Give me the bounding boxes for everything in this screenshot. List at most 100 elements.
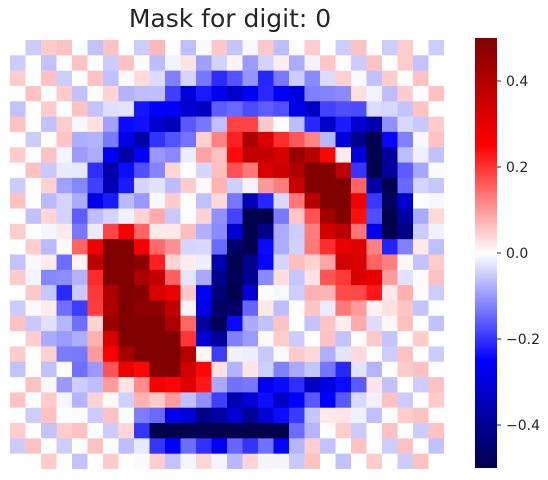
heatmap-cell: [366, 361, 383, 378]
heatmap-cell: [87, 438, 104, 455]
heatmap-cell: [211, 315, 228, 332]
heatmap-cell: [242, 453, 259, 469]
heatmap-cell: [118, 223, 135, 240]
heatmap-cell: [413, 70, 429, 87]
heatmap-cell: [118, 361, 135, 378]
heatmap-cell: [165, 331, 181, 347]
heatmap-cell: [351, 438, 367, 455]
heatmap-cell: [366, 438, 383, 455]
heatmap-cell: [149, 407, 166, 424]
heatmap-cell: [304, 162, 321, 179]
heatmap-cell: [87, 177, 104, 194]
heatmap-cell: [41, 177, 57, 194]
heatmap-cell: [10, 208, 26, 225]
heatmap-cell: [320, 331, 336, 347]
heatmap-cell: [134, 55, 150, 72]
heatmap-cell: [180, 85, 197, 102]
heatmap-cell: [397, 131, 414, 148]
heatmap-cell: [72, 147, 88, 164]
heatmap-cell: [242, 254, 259, 271]
heatmap-cell: [118, 70, 135, 87]
heatmap-cell: [180, 193, 197, 210]
heatmap-cell: [196, 177, 212, 194]
heatmap-cell: [10, 223, 26, 240]
heatmap-cell: [304, 40, 321, 56]
heatmap-cell: [180, 116, 197, 133]
heatmap-cell: [351, 55, 367, 72]
heatmap-cell: [72, 285, 88, 301]
heatmap-cell: [134, 438, 150, 455]
heatmap-cell: [382, 438, 398, 455]
heatmap-cell: [289, 438, 305, 455]
heatmap-cell: [351, 392, 367, 409]
heatmap-cell: [180, 101, 197, 118]
heatmap-cell: [180, 70, 197, 87]
heatmap-cell: [320, 55, 336, 72]
heatmap-cell: [289, 269, 305, 286]
heatmap-cell: [211, 101, 228, 118]
heatmap-cell: [10, 101, 26, 118]
heatmap-cell: [10, 453, 26, 469]
heatmap-cell: [289, 239, 305, 255]
heatmap-cell: [335, 223, 352, 240]
heatmap-cell: [196, 239, 212, 255]
heatmap-cell: [413, 300, 429, 317]
heatmap-cell: [320, 300, 336, 317]
heatmap-cell: [428, 147, 444, 164]
heatmap-cell: [41, 208, 57, 225]
heatmap-cell: [366, 193, 383, 210]
heatmap-cell: [25, 116, 42, 133]
heatmap-cell: [134, 407, 150, 424]
heatmap-cell: [134, 392, 150, 409]
heatmap-cell: [382, 193, 398, 210]
heatmap-cell: [366, 285, 383, 301]
heatmap-cell: [242, 285, 259, 301]
heatmap-cell: [366, 300, 383, 317]
heatmap-cell: [41, 40, 57, 56]
heatmap-cell: [320, 131, 336, 148]
heatmap-cell: [118, 177, 135, 194]
heatmap-cell: [304, 438, 321, 455]
heatmap-cell: [382, 223, 398, 240]
heatmap-cell: [211, 208, 228, 225]
heatmap-cell: [72, 269, 88, 286]
heatmap-cell: [289, 131, 305, 148]
heatmap-cell: [227, 116, 243, 133]
heatmap-cell: [320, 116, 336, 133]
heatmap-cell: [273, 254, 290, 271]
heatmap-cell: [180, 346, 197, 363]
heatmap-cell: [103, 116, 119, 133]
heatmap-cell: [366, 116, 383, 133]
heatmap-cell: [25, 208, 42, 225]
heatmap-cell: [103, 438, 119, 455]
heatmap-cell: [56, 438, 73, 455]
heatmap-cell: [72, 254, 88, 271]
heatmap-cell: [335, 55, 352, 72]
heatmap-cell: [273, 131, 290, 148]
heatmap-cell: [149, 131, 166, 148]
heatmap-cell: [258, 392, 274, 409]
heatmap-cell: [382, 131, 398, 148]
heatmap-cell: [211, 377, 228, 393]
heatmap-cell: [41, 162, 57, 179]
heatmap-cell: [397, 208, 414, 225]
colorbar-ticks: 0.4 0.2 0.0 −0.2 −0.4: [497, 74, 540, 434]
heatmap-cell: [428, 423, 444, 439]
heatmap-cell: [289, 208, 305, 225]
heatmap-cell: [149, 254, 166, 271]
heatmap-cell: [10, 239, 26, 255]
heatmap-cell: [382, 254, 398, 271]
heatmap-cell: [366, 254, 383, 271]
heatmap-cell: [273, 162, 290, 179]
heatmap-cell: [382, 162, 398, 179]
heatmap-cell: [87, 453, 104, 469]
heatmap-cell: [227, 315, 243, 332]
heatmap-cell: [397, 331, 414, 347]
heatmap-cell: [165, 438, 181, 455]
heatmap-cell: [41, 85, 57, 102]
heatmap-cell: [10, 116, 26, 133]
heatmap-cell: [196, 147, 212, 164]
heatmap-cell: [413, 193, 429, 210]
heatmap-cell: [335, 438, 352, 455]
heatmap-cell: [304, 70, 321, 87]
